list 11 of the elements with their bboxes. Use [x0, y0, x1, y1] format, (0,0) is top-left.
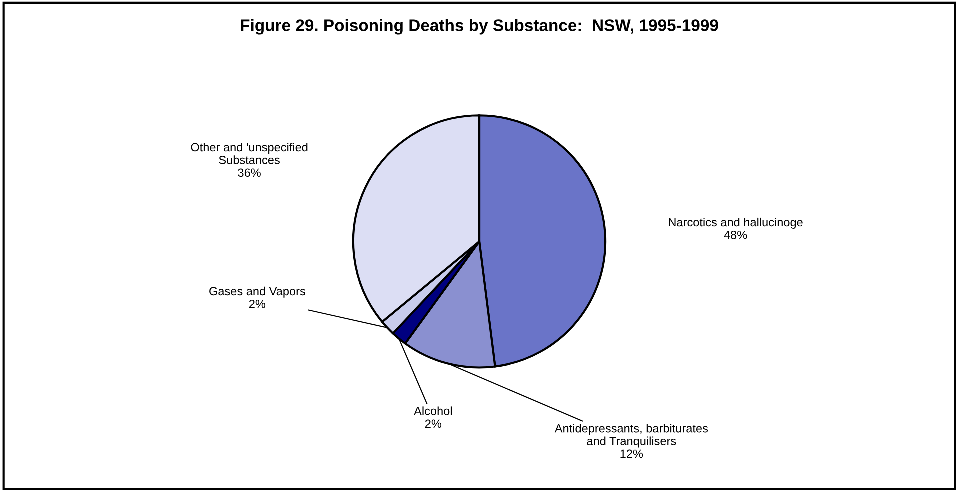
slice-label: Alcohol	[414, 406, 452, 416]
data-label: 2%	[249, 300, 266, 308]
slice-label: Gases and Vapors	[210, 286, 306, 298]
data-label: 48%	[724, 230, 748, 240]
slice-label: Other and 'unspecified Substances	[191, 142, 308, 164]
data-label: 36%	[238, 168, 261, 178]
slice-label: Narcotics and hallucinoge	[669, 218, 803, 229]
chart-title: Figure 29. Poisoning Deaths by Substance: NSW, 1995-1999	[241, 19, 718, 35]
slice-label: Antidepressants, barbiturates and Tranquilisers	[554, 424, 708, 448]
data-label: 2%	[425, 420, 442, 428]
data-label: 12%	[620, 450, 644, 458]
